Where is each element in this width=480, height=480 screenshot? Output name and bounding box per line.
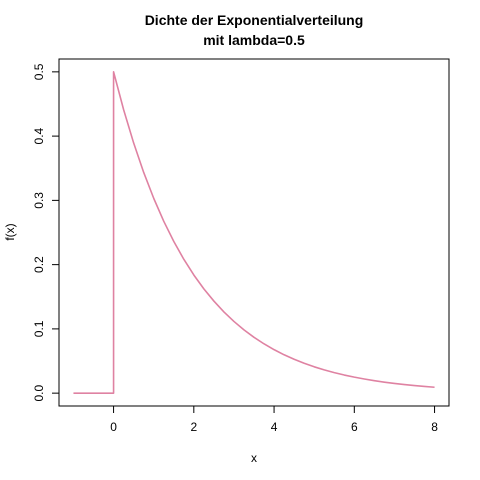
x-tick-label: 8 [431, 420, 438, 434]
plot-area-frame [58, 58, 450, 407]
density-line-series [73, 71, 435, 394]
x-tick-label: 6 [351, 420, 358, 434]
series-layer [73, 71, 435, 394]
chart-title-line-1: Dichte der Exponentialverteilung [145, 12, 364, 28]
y-tick-label: 0.4 [32, 127, 46, 144]
y-tick-label: 0.5 [32, 63, 46, 80]
y-tick-label: 0.2 [32, 256, 46, 273]
y-tick-label: 0.0 [32, 384, 46, 401]
y-axis-label: f(x) [3, 223, 17, 240]
chart-title-line-2: mit lambda=0.5 [203, 32, 305, 48]
y-tick-label: 0.1 [32, 320, 46, 337]
y-tick-label: 0.3 [32, 192, 46, 209]
x-axis: 0 2 4 6 8 [110, 405, 438, 434]
x-tick-label: 2 [190, 420, 197, 434]
x-tick-label: 0 [110, 420, 117, 434]
y-axis: 0.0 0.1 0.2 0.3 0.4 0.5 [32, 63, 60, 401]
x-tick-label: 4 [271, 420, 278, 434]
x-axis-label: x [251, 451, 257, 465]
